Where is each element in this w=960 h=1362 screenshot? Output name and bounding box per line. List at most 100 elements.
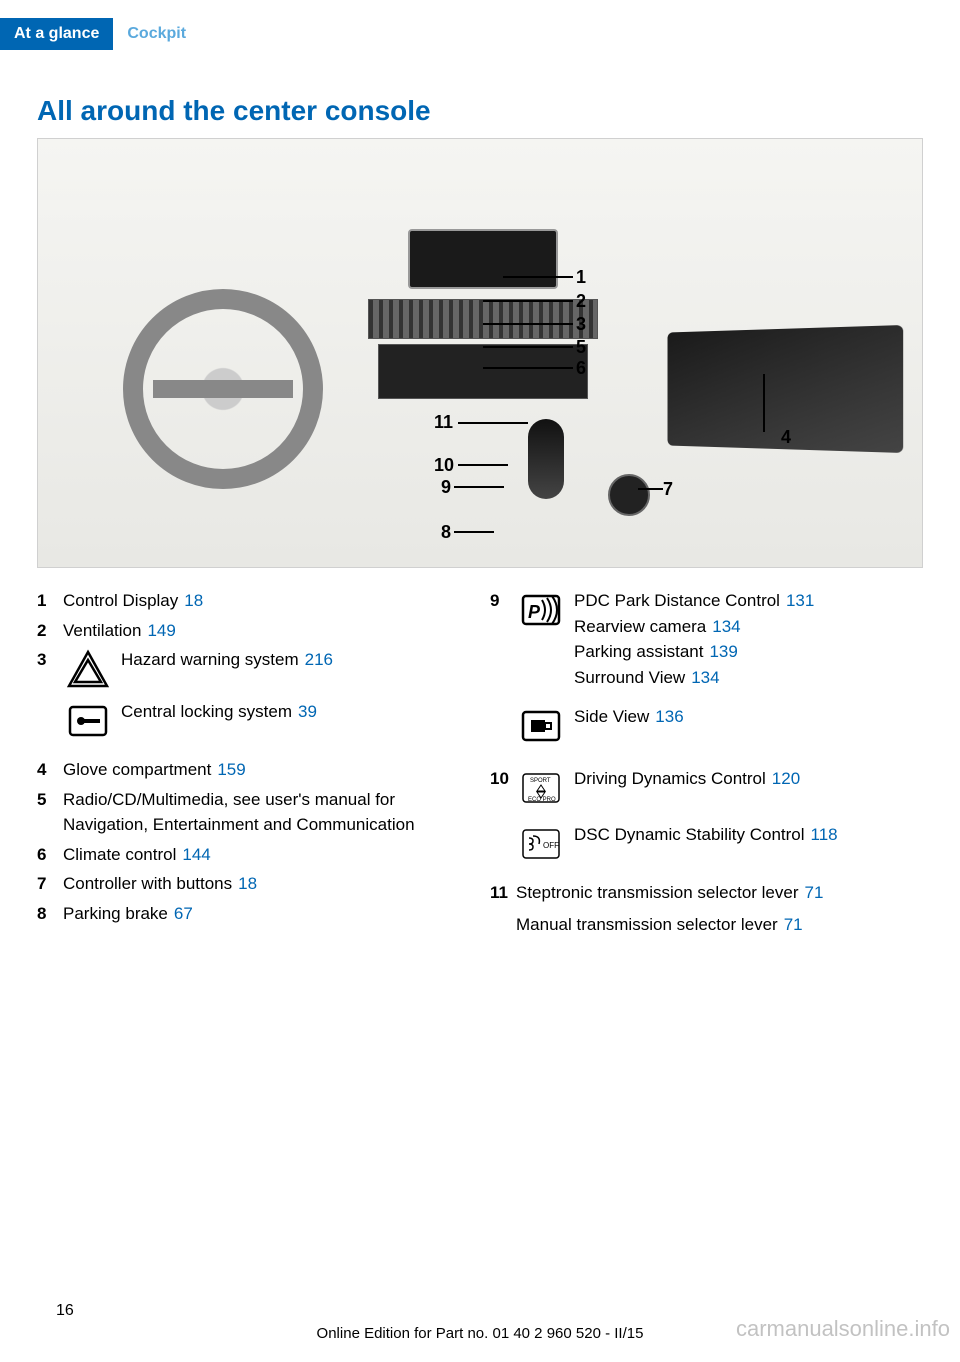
- legend-label: Driving Dynamics Control: [574, 769, 766, 788]
- tab-at-a-glance: At a glance: [0, 18, 113, 50]
- page-ref[interactable]: 18: [238, 874, 257, 893]
- legend-text: DSC Dynamic Stability Con­trol118: [574, 822, 923, 848]
- legend-label: PDC Park Distance Control: [574, 591, 780, 610]
- legend-label: Side View: [574, 707, 649, 726]
- vents-shape: [368, 299, 598, 339]
- legend-label: Manual transmission selector lever: [516, 915, 778, 934]
- legend-text: Ventilation 149: [63, 618, 470, 644]
- page-ref[interactable]: 118: [811, 825, 838, 844]
- page-number: 16: [56, 1302, 74, 1320]
- callout-4: 4: [781, 427, 791, 448]
- callout-10: 10: [434, 455, 454, 476]
- idrive-shape: [608, 474, 650, 516]
- legend-num: 1: [37, 588, 63, 614]
- legend-entry-4: 4 Glove compartment 159: [37, 757, 470, 783]
- legend-text: Glove compartment 159: [63, 757, 470, 783]
- legend-label: Rearview camera: [574, 617, 706, 636]
- leader-line: [454, 531, 494, 533]
- legend-entry-10a: 10 SPORTECO PRO Driving Dynamics Control…: [490, 766, 923, 810]
- hazard-warning-icon: [63, 647, 113, 691]
- legend-right-column: 9 P PDC Park Distance Control 131 Rearvie…: [490, 588, 923, 941]
- page-ref[interactable]: 39: [298, 702, 317, 721]
- page-ref[interactable]: 149: [147, 621, 175, 640]
- legend-text: Hazard warning system216: [121, 647, 470, 673]
- callout-9: 9: [441, 477, 451, 498]
- driving-dynamics-icon: SPORTECO PRO: [516, 766, 566, 810]
- legend-num: 10: [490, 766, 516, 792]
- side-view-icon: [516, 704, 566, 748]
- legend-num: 8: [37, 901, 63, 927]
- legend-label: Parking assistant: [574, 642, 703, 661]
- legend-label: Control Display: [63, 591, 178, 610]
- leader-line: [483, 346, 573, 348]
- page-ref[interactable]: 71: [784, 915, 803, 934]
- tab-cockpit: Cockpit: [113, 18, 200, 50]
- pdc-icon: P: [516, 588, 566, 632]
- legend-label: Climate control: [63, 845, 176, 864]
- page-ref[interactable]: 144: [182, 845, 210, 864]
- svg-text:ECO PRO: ECO PRO: [528, 797, 556, 803]
- legend-entry-8: 8 Parking brake 67: [37, 901, 470, 927]
- page-ref[interactable]: 131: [786, 591, 814, 610]
- callout-7: 7: [663, 479, 673, 500]
- page-ref[interactable]: 71: [805, 883, 824, 902]
- callout-8: 8: [441, 522, 451, 543]
- legend-label: Central locking system: [121, 702, 292, 721]
- page-ref[interactable]: 67: [174, 904, 193, 923]
- legend-label: Parking brake: [63, 904, 168, 923]
- page-ref[interactable]: 136: [655, 707, 683, 726]
- legend-text: Parking brake 67: [63, 901, 470, 927]
- leader-line: [454, 486, 504, 488]
- legend-entry-9e: Side View 136: [516, 704, 923, 748]
- legend-label: Radio/CD/Multimedia, see user's manual f…: [63, 787, 470, 838]
- legend-entry-11a: 11 Steptronic transmission selector leve…: [490, 880, 923, 906]
- leader-line: [458, 464, 508, 466]
- legend-text: Driving Dynamics Control 120: [574, 766, 923, 792]
- leader-line: [483, 367, 573, 369]
- page-ref[interactable]: 134: [712, 617, 740, 636]
- page-ref[interactable]: 139: [709, 642, 737, 661]
- legend-num: 4: [37, 757, 63, 783]
- shifter-shape: [528, 419, 564, 499]
- legend-label: Glove compartment: [63, 760, 211, 779]
- dsc-off-icon: OFF: [516, 822, 566, 866]
- page-title: All around the center console: [37, 95, 431, 127]
- callout-11: 11: [434, 412, 453, 433]
- center-console-diagram: 1 2 3 5 6 4 7 11 10 9 8: [37, 138, 923, 568]
- legend-entry-10b: OFF DSC Dynamic Stability Con­trol118: [516, 822, 923, 866]
- legend-entry-7: 7 Controller with buttons18: [37, 871, 470, 897]
- callout-1: 1: [576, 267, 586, 288]
- leader-line: [503, 276, 573, 278]
- callout-5: 5: [576, 337, 586, 358]
- page-ref[interactable]: 134: [691, 668, 719, 687]
- leader-line: [638, 488, 663, 490]
- page-ref[interactable]: 120: [772, 769, 800, 788]
- legend-columns: 1 Control Display 18 2 Ventilation 149 3 H…: [37, 588, 923, 941]
- legend-num: 9: [490, 588, 516, 614]
- page-ref[interactable]: 159: [217, 760, 245, 779]
- central-locking-icon: [63, 699, 113, 743]
- legend-text: PDC Park Distance Control 131 Rearview ca…: [574, 588, 923, 690]
- legend-label: Steptronic transmission selector lever: [516, 883, 799, 902]
- legend-text: Climate control 144: [63, 842, 470, 868]
- callout-2: 2: [576, 291, 586, 312]
- legend-label: Ventilation: [63, 621, 141, 640]
- legend-entry-3a: 3 Hazard warning system216: [37, 647, 470, 691]
- header: At a glance Cockpit: [0, 18, 200, 50]
- legend-num: 2: [37, 618, 63, 644]
- legend-text: Controller with buttons18: [63, 871, 470, 897]
- svg-text:P: P: [528, 602, 541, 622]
- steering-wheel-shape: [123, 289, 323, 489]
- page-ref[interactable]: 216: [305, 650, 333, 669]
- legend-text: Control Display 18: [63, 588, 470, 614]
- page-ref[interactable]: 18: [184, 591, 203, 610]
- legend-left-column: 1 Control Display 18 2 Ventilation 149 3 H…: [37, 588, 470, 941]
- legend-num: 6: [37, 842, 63, 868]
- svg-text:OFF: OFF: [543, 841, 559, 850]
- legend-label: Surround View: [574, 668, 685, 687]
- leader-line: [458, 422, 528, 424]
- legend-text: Side View 136: [574, 704, 923, 730]
- legend-num: 5: [37, 787, 63, 813]
- leader-line: [763, 374, 765, 432]
- legend-entry-5: 5 Radio/CD/Multimedia, see user's manual…: [37, 787, 470, 838]
